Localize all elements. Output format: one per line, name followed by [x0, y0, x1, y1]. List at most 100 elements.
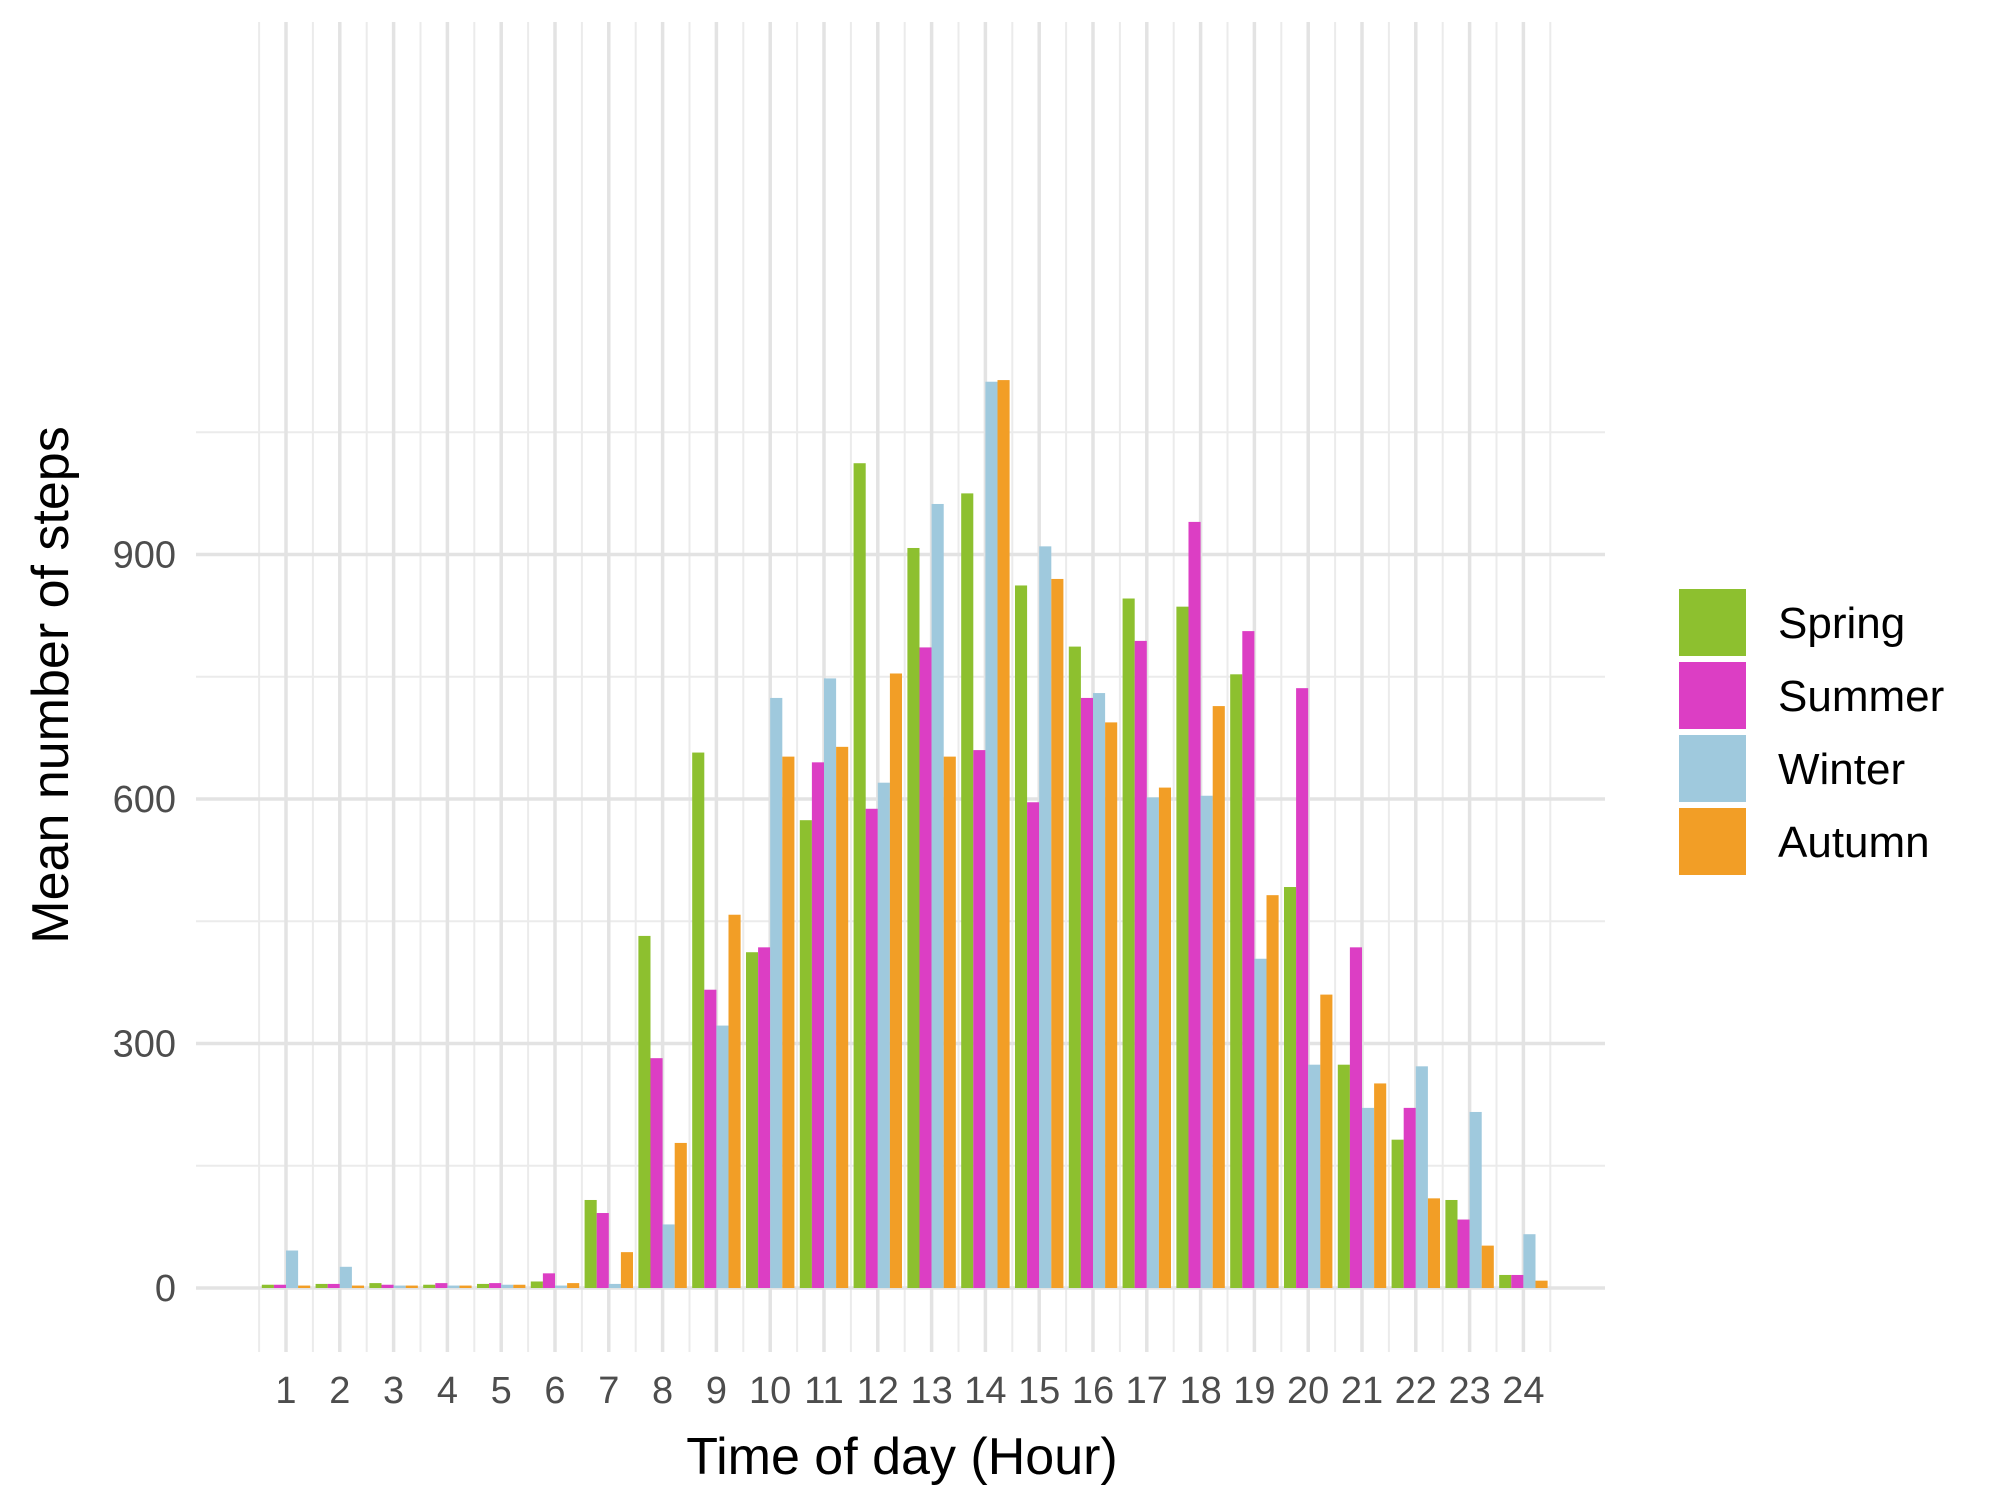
- bar-summer-16: [1080, 697, 1093, 1288]
- bar-autumn-12: [889, 673, 903, 1288]
- bar-winter-6: [555, 1285, 568, 1288]
- bar-spring-19: [1230, 674, 1243, 1288]
- y-axis-tick-labels: 0 300 600 900: [113, 535, 176, 1311]
- grid-minor: [196, 22, 1605, 1352]
- x-tick-label-15: 15: [1018, 1370, 1060, 1412]
- bar-summer-12: [865, 808, 878, 1288]
- bar-summer-14: [973, 750, 986, 1288]
- x-tick-label-10: 10: [749, 1370, 791, 1412]
- y-tick-label-900: 900: [113, 535, 176, 577]
- bar-winter-22: [1415, 1066, 1428, 1288]
- bar-autumn-13: [943, 756, 956, 1288]
- bar-autumn-20: [1320, 994, 1333, 1288]
- bar-winter-2: [339, 1266, 352, 1288]
- bar-winter-10: [770, 697, 783, 1288]
- x-tick-label-21: 21: [1341, 1370, 1383, 1412]
- x-tick-label-1: 1: [275, 1370, 296, 1412]
- bar-autumn-9: [728, 914, 741, 1288]
- bar-autumn-14: [997, 380, 1010, 1289]
- bar-spring-12: [853, 463, 866, 1289]
- x-tick-label-18: 18: [1179, 1370, 1221, 1412]
- x-axis-tick-labels: 1 2 3 4 5 6 7 8 9 10 11 12 13 14 15 16 17 18 19 20 21 22 23 24: [275, 1370, 1544, 1412]
- bar-summer-11: [811, 762, 824, 1288]
- bar-spring-9: [692, 752, 705, 1288]
- bar-autumn-23: [1481, 1245, 1494, 1288]
- bar-summer-17: [1134, 640, 1147, 1288]
- bar-autumn-22: [1427, 1198, 1441, 1288]
- bar-summer-6: [542, 1273, 555, 1288]
- bar-spring-22: [1391, 1139, 1404, 1288]
- bar-autumn-4: [459, 1285, 472, 1288]
- bar-winter-8: [662, 1224, 675, 1288]
- bar-summer-15: [1027, 802, 1040, 1288]
- x-tick-label-4: 4: [437, 1370, 458, 1412]
- legend-key-summer: [1679, 662, 1746, 729]
- bar-winter-19: [1254, 958, 1267, 1288]
- x-tick-label-2: 2: [329, 1370, 350, 1412]
- x-tick-label-14: 14: [964, 1370, 1006, 1412]
- legend-label-winter: Winter: [1778, 745, 1905, 794]
- bar-summer-21: [1349, 947, 1362, 1288]
- bar-spring-4: [423, 1284, 436, 1288]
- x-tick-label-24: 24: [1502, 1370, 1544, 1412]
- bar-spring-20: [1283, 887, 1297, 1288]
- legend-label-spring: Spring: [1778, 599, 1905, 648]
- x-tick-label-20: 20: [1287, 1370, 1329, 1412]
- bar-summer-7: [596, 1213, 609, 1288]
- bar-spring-17: [1122, 598, 1135, 1288]
- bar-spring-6: [530, 1281, 543, 1288]
- x-tick-label-19: 19: [1233, 1370, 1275, 1412]
- bar-autumn-24: [1535, 1280, 1548, 1288]
- bar-winter-3: [393, 1285, 406, 1288]
- bar-spring-11: [799, 820, 812, 1288]
- bar-summer-18: [1188, 521, 1201, 1288]
- bar-winter-4: [447, 1285, 460, 1288]
- bar-winter-12: [877, 782, 890, 1288]
- bar-summer-9: [704, 989, 717, 1288]
- bar-summer-20: [1296, 688, 1309, 1288]
- bar-autumn-7: [620, 1252, 634, 1288]
- bar-autumn-19: [1266, 895, 1279, 1288]
- bar-winter-7: [608, 1283, 621, 1288]
- bar-winter-18: [1200, 795, 1213, 1288]
- bar-summer-13: [919, 647, 932, 1288]
- bar-autumn-18: [1212, 706, 1225, 1288]
- bar-spring-16: [1068, 646, 1081, 1288]
- y-tick-label-300: 300: [113, 1024, 176, 1066]
- bar-spring-23: [1445, 1199, 1458, 1288]
- bar-autumn-21: [1374, 1083, 1387, 1288]
- bar-winter-14: [985, 381, 998, 1289]
- bar-spring-1: [261, 1284, 274, 1288]
- bar-winter-23: [1469, 1111, 1482, 1288]
- bar-spring-5: [476, 1283, 490, 1288]
- bar-spring-13: [907, 547, 920, 1288]
- x-tick-label-7: 7: [598, 1370, 619, 1412]
- bar-winter-1: [286, 1250, 299, 1288]
- bars: [261, 380, 1548, 1289]
- bar-autumn-11: [836, 746, 849, 1288]
- bar-summer-2: [327, 1283, 340, 1288]
- y-axis-title: Mean number of steps: [22, 426, 80, 943]
- bar-summer-8: [650, 1058, 663, 1288]
- x-tick-label-11: 11: [804, 1370, 843, 1412]
- bar-winter-13: [931, 503, 944, 1289]
- bar-summer-23: [1457, 1219, 1470, 1288]
- bar-summer-22: [1403, 1107, 1416, 1288]
- bar-winter-16: [1093, 693, 1106, 1288]
- bar-spring-24: [1499, 1274, 1512, 1288]
- bar-spring-2: [315, 1283, 328, 1288]
- legend-key-autumn: [1679, 808, 1746, 875]
- bar-spring-3: [369, 1283, 382, 1288]
- bar-summer-24: [1511, 1274, 1524, 1288]
- bar-autumn-6: [567, 1283, 580, 1288]
- bar-autumn-2: [351, 1285, 365, 1288]
- bar-winter-17: [1146, 797, 1159, 1288]
- bar-autumn-8: [674, 1142, 687, 1288]
- bar-winter-9: [716, 1025, 729, 1288]
- bar-winter-15: [1039, 546, 1052, 1288]
- x-tick-label-17: 17: [1126, 1370, 1168, 1412]
- bar-summer-4: [435, 1283, 448, 1288]
- bar-winter-11: [824, 678, 837, 1288]
- x-tick-label-16: 16: [1072, 1370, 1114, 1412]
